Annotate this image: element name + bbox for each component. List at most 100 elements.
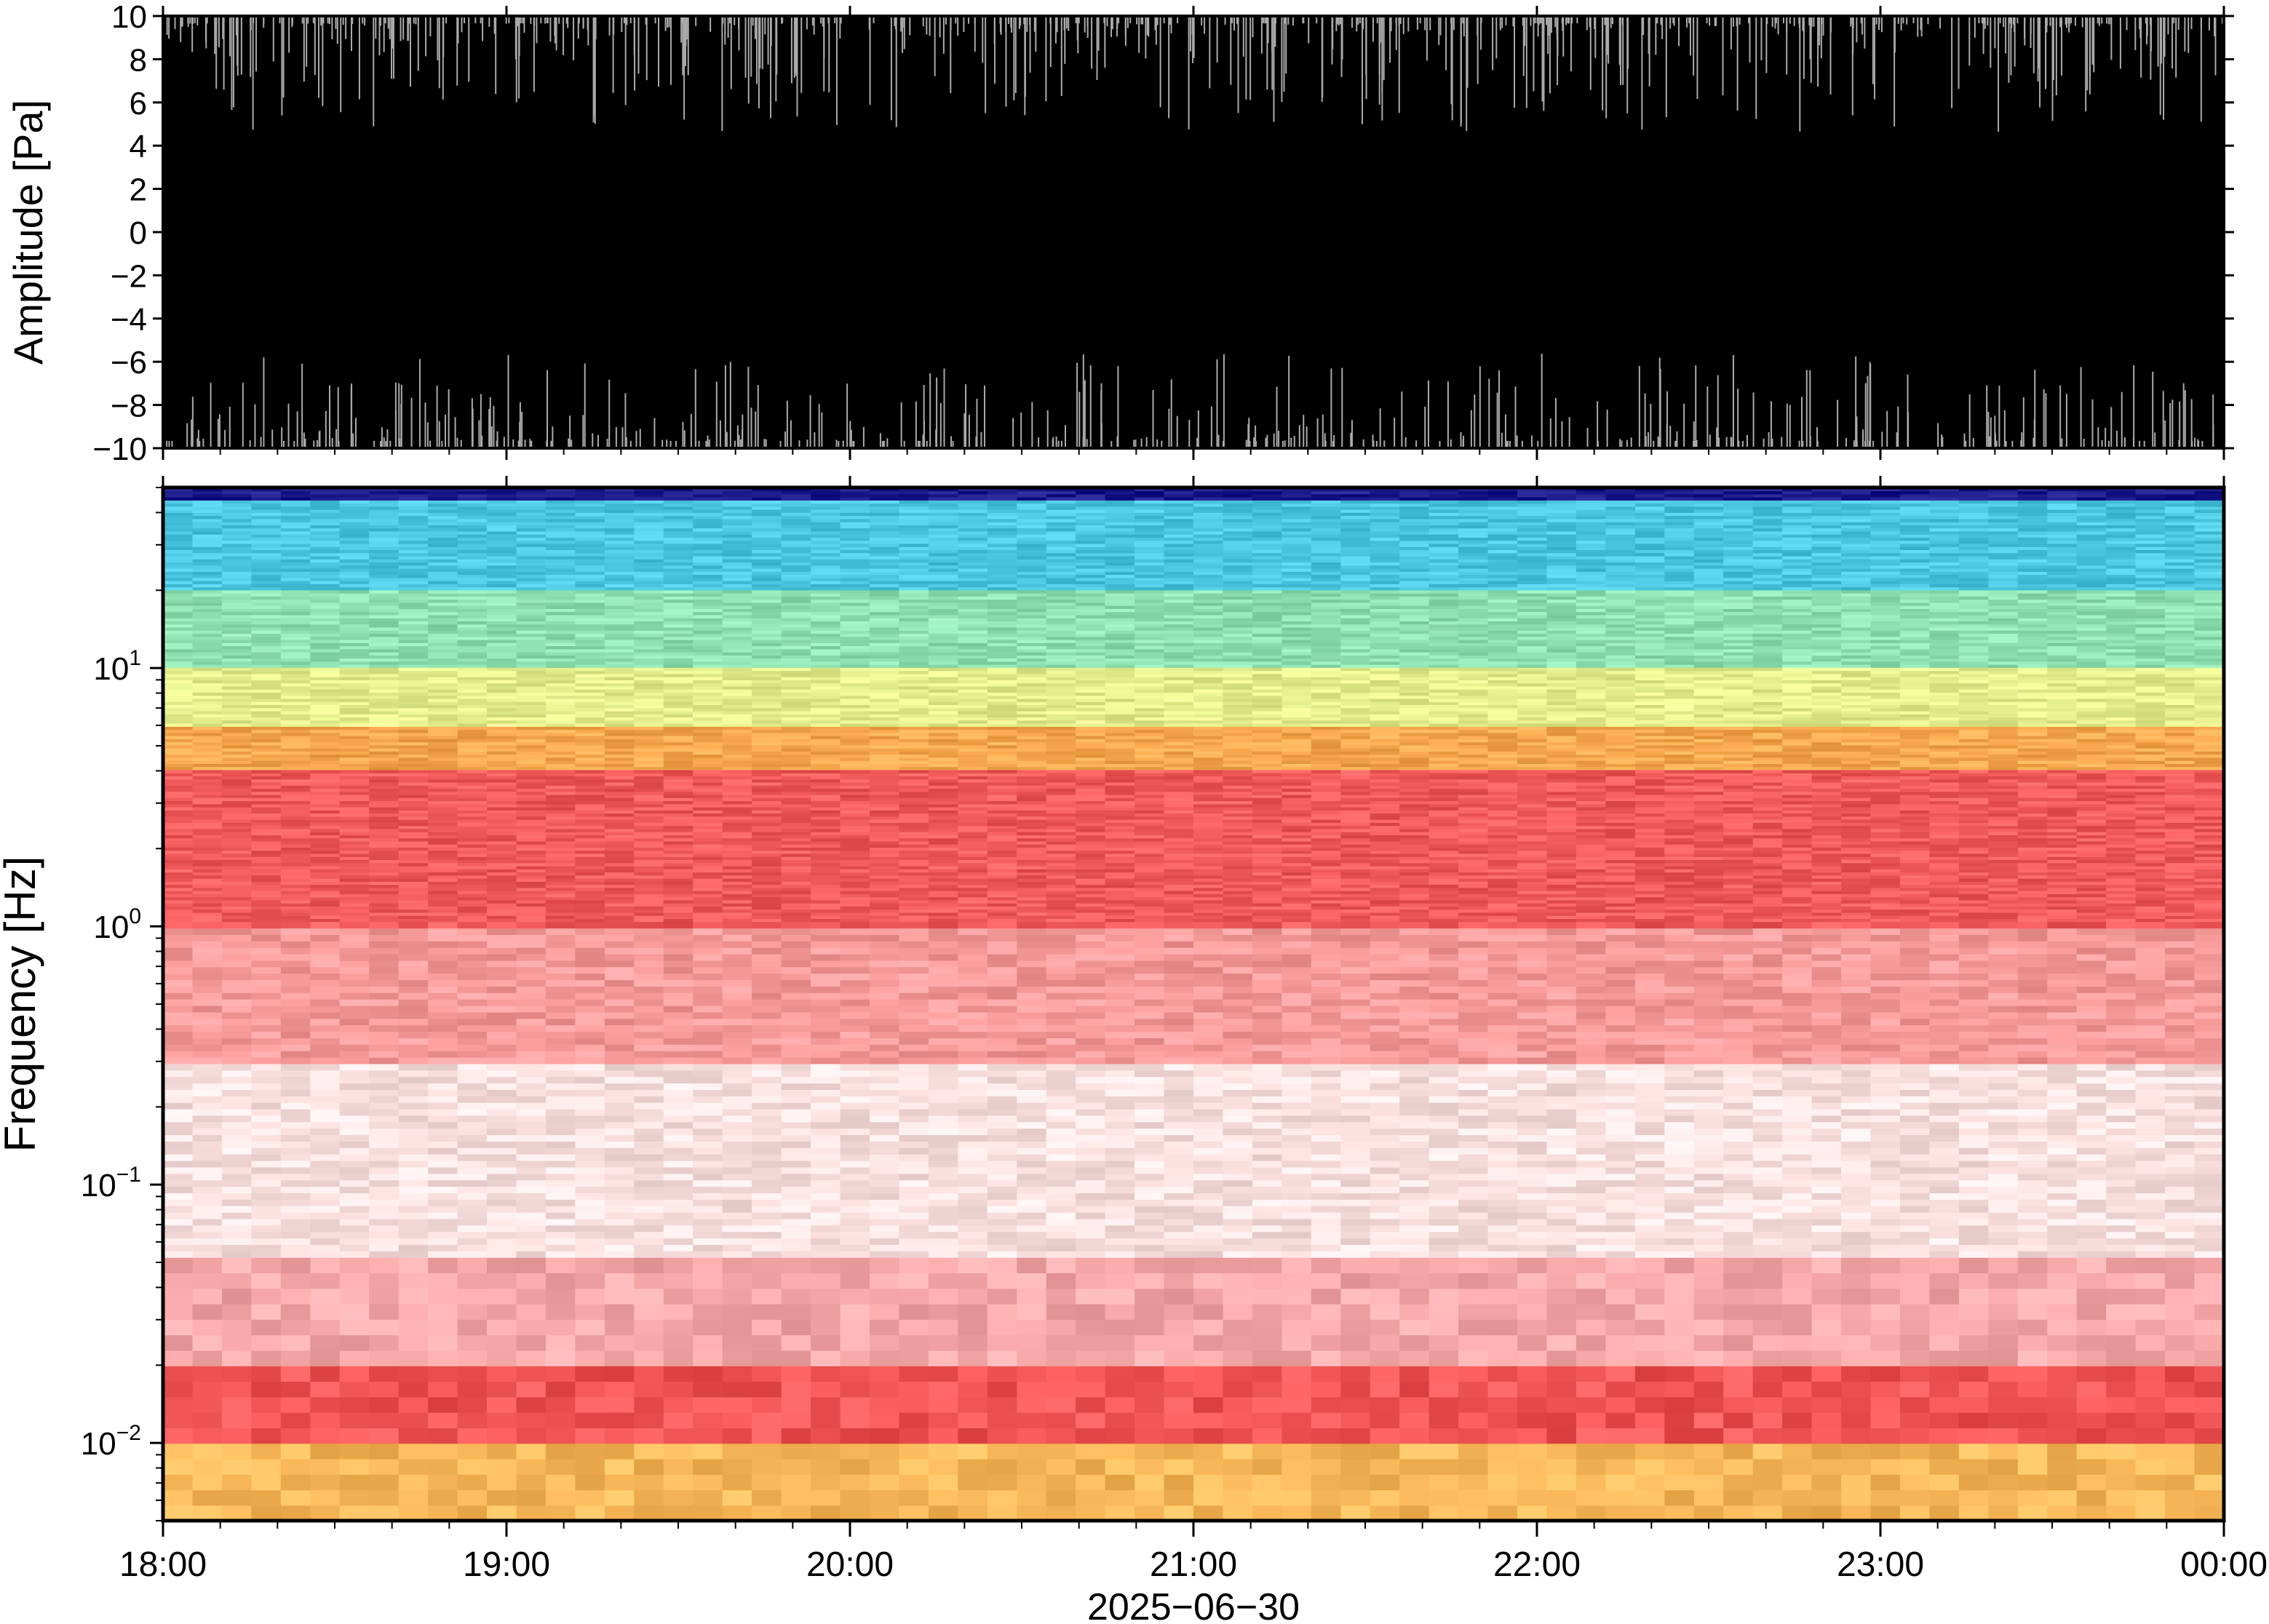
spectrogram-cell [398,953,429,961]
spectrogram-cell [339,577,370,581]
spectrogram-cell [280,670,311,674]
spectrogram-cell [192,673,223,677]
spectrogram-cell [251,998,282,1006]
spectrogram-cell [516,872,547,876]
spectrogram-cell [428,1089,458,1096]
spectrogram-cell [663,1076,694,1084]
spectrogram-cell [457,744,488,749]
spectrogram-cell [310,670,341,674]
spectrogram-cell [634,1251,664,1258]
spectrogram-cell [545,825,576,829]
spectrogram-cell [663,487,694,492]
spectrogram-cell [192,512,223,517]
spectrogram-cell [575,651,605,656]
spectrogram-cell [663,735,694,739]
spectrogram-cell [516,810,547,814]
spectrogram-cell [192,896,223,901]
y-tick-label: 2 [130,172,147,208]
spectrogram-cell [487,934,517,942]
spectrogram-cell [516,624,547,628]
spectrogram-cell [604,893,635,898]
spectrogram-cell [575,589,605,594]
spectrogram-cell [310,816,341,820]
spectrogram-cell [663,1031,694,1038]
spectrogram-cell [251,1350,282,1366]
spectrogram-cell [516,720,547,724]
spectrogram-cell [251,682,282,687]
spectrogram-cell [545,747,576,752]
spectrogram-cell [428,947,458,955]
spectrogram-cell [516,831,547,835]
spectrogram-cell [457,1108,488,1116]
spectrogram-cell [398,909,429,913]
spectrogram-cell [545,695,576,699]
spectrogram-cell [428,695,458,699]
spectrogram-cell [398,549,429,554]
spectrogram-cell [428,521,458,525]
spectrogram-cell [280,664,311,668]
spectrogram-cell [280,760,311,764]
spectrogram-cell [545,723,576,727]
spectrogram-cell [428,589,458,594]
spectrogram-cell [280,496,311,501]
spectrogram-cell [663,800,694,805]
spectrogram-cell [575,1096,605,1103]
spectrogram-cell [575,614,605,618]
spectrogram-cell [663,658,694,662]
spectrogram-cell [545,1381,576,1398]
spectrogram-cell [545,1231,576,1239]
spectrogram-cell [428,540,458,544]
spectrogram-cell [221,630,253,634]
spectrogram-cell [545,714,576,718]
spectrogram-cell [604,751,635,755]
spectrogram-cell [487,998,517,1006]
spectrogram-cell [487,881,517,885]
spectrogram-cell [192,540,223,544]
spectrogram-cell [604,912,635,916]
spectrogram-cell [221,676,253,680]
spectrogram-cell [457,537,488,541]
spectrogram-cell [280,1089,311,1096]
spectrogram-cell [369,506,400,510]
spectrogram-cell [192,794,223,798]
spectrogram-cell [163,528,194,532]
spectrogram-cell [663,586,694,591]
spectrogram-cell [516,1134,547,1142]
spectrogram-cell [663,776,694,780]
spectrogram-cell [575,785,605,789]
spectrogram-cell [604,533,635,538]
spectrogram-cell [457,831,488,835]
spectrogram-cell [487,1288,517,1305]
spectrogram-cell [310,735,341,739]
spectrogram-cell [575,645,605,650]
spectrogram-cell [280,617,311,621]
spectrogram-cell [428,714,458,718]
spectrogram-cell [221,934,253,942]
spectrogram-cell [369,521,400,525]
spectrogram-cell [251,806,282,811]
spectrogram-cell [428,577,458,581]
spectrogram-cell [516,555,547,560]
spectrogram-cell [369,1505,400,1521]
spectrogram-cell [516,552,547,557]
spectrogram-cell [339,785,370,789]
spectrogram-cell [428,816,458,820]
spectrogram-cell [280,1121,311,1129]
spectrogram-cell [516,875,547,879]
spectrogram-cell [251,608,282,613]
spectrogram-cell [192,546,223,550]
spectrogram-cell [604,714,635,718]
spectrogram-cell [634,881,664,885]
spectrogram-cell [457,655,488,659]
spectrogram-cell [339,528,370,532]
spectrogram-cell [398,843,429,848]
spectrogram-cell [663,747,694,752]
spectrogram-cell [604,695,635,699]
spectrogram-cell [339,509,370,513]
spectrogram-cell [339,1303,370,1320]
spectrogram-cell [516,785,547,789]
spectrogram-cell [369,741,400,746]
spectrogram-cell [369,562,400,566]
spectrogram-cell [163,837,194,842]
y-tick-label: −10 [92,431,147,467]
